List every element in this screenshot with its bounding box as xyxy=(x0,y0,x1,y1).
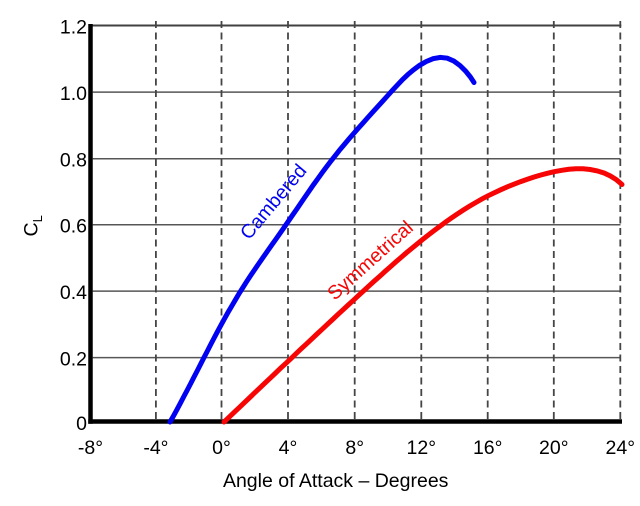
svg-text:1.0: 1.0 xyxy=(60,83,87,105)
svg-text:1.2: 1.2 xyxy=(60,16,87,38)
svg-text:4°: 4° xyxy=(279,437,298,459)
svg-text:0.2: 0.2 xyxy=(60,348,87,370)
svg-text:8°: 8° xyxy=(345,437,364,459)
svg-text:0.6: 0.6 xyxy=(60,215,87,237)
svg-text:12°: 12° xyxy=(407,437,437,459)
svg-text:24°: 24° xyxy=(606,437,636,459)
svg-text:0: 0 xyxy=(76,413,87,435)
svg-text:0.8: 0.8 xyxy=(60,149,87,171)
svg-text:Angle of Attack – Degrees: Angle of Attack – Degrees xyxy=(223,470,449,492)
svg-text:16°: 16° xyxy=(473,437,503,459)
svg-text:0.4: 0.4 xyxy=(60,282,87,304)
svg-text:20°: 20° xyxy=(539,437,569,459)
svg-text:-8°: -8° xyxy=(78,437,103,459)
svg-text:0°: 0° xyxy=(212,437,231,459)
svg-text:-4°: -4° xyxy=(143,437,168,459)
